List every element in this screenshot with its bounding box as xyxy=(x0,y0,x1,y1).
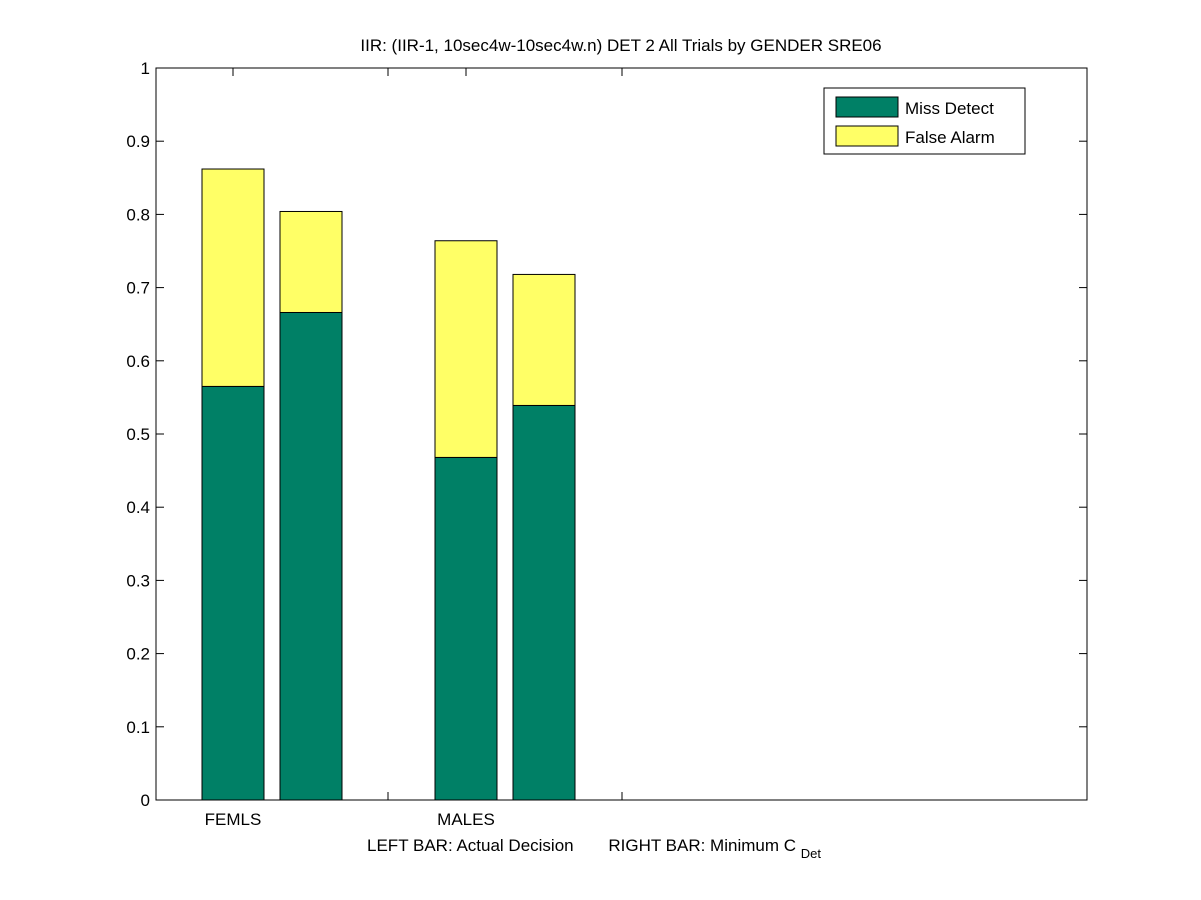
y-tick-label: 0.4 xyxy=(126,498,150,517)
category-label-males: MALES xyxy=(437,810,495,829)
category-label-femls: FEMLS xyxy=(205,810,262,829)
x-axis-label-subscript: Det xyxy=(801,846,822,861)
x-axis-label: LEFT BAR: Actual Decision RIGHT BAR: Min… xyxy=(367,836,821,861)
y-tick-label: 1 xyxy=(141,59,150,78)
chart-title: IIR: (IIR-1, 10sec4w-10sec4w.n) DET 2 Al… xyxy=(360,36,881,55)
bar-miss-detect-femls-minimum xyxy=(279,311,343,801)
plot-area: 0 0.1 0.2 0.3 0.4 0.5 0.6 0.7 0.8 0.9 1 xyxy=(126,59,1088,810)
bar-false-alarm-males-actual xyxy=(434,240,498,458)
y-tick-label: 0 xyxy=(141,791,150,810)
y-tick-label: 0.5 xyxy=(126,425,150,444)
y-tick-label: 0.3 xyxy=(126,571,150,590)
x-axis-label-left: LEFT BAR: Actual Decision xyxy=(367,836,574,855)
bar-false-alarm-femls-minimum xyxy=(279,210,343,313)
y-tick-label: 0.9 xyxy=(126,132,150,151)
legend-swatch-miss-detect xyxy=(835,96,899,118)
y-tick-label: 0.2 xyxy=(126,645,150,664)
bar-miss-detect-males-actual xyxy=(434,456,498,801)
legend-label-false-alarm: False Alarm xyxy=(905,128,995,147)
legend: Miss Detect False Alarm xyxy=(823,87,1026,155)
y-tick-label: 0.7 xyxy=(126,279,150,298)
y-tick-label: 0.8 xyxy=(126,205,150,224)
bar-miss-detect-males-minimum xyxy=(512,404,576,801)
legend-label-miss-detect: Miss Detect xyxy=(905,99,994,118)
x-axis-label-right: RIGHT BAR: Minimum C xyxy=(608,836,796,855)
bar-false-alarm-femls-actual xyxy=(201,168,265,387)
bar-false-alarm-males-minimum xyxy=(512,273,576,406)
legend-swatch-false-alarm xyxy=(835,125,899,147)
bar-miss-detect-femls-actual xyxy=(201,385,265,801)
y-tick-label: 0.1 xyxy=(126,718,150,737)
y-tick-label: 0.6 xyxy=(126,352,150,371)
